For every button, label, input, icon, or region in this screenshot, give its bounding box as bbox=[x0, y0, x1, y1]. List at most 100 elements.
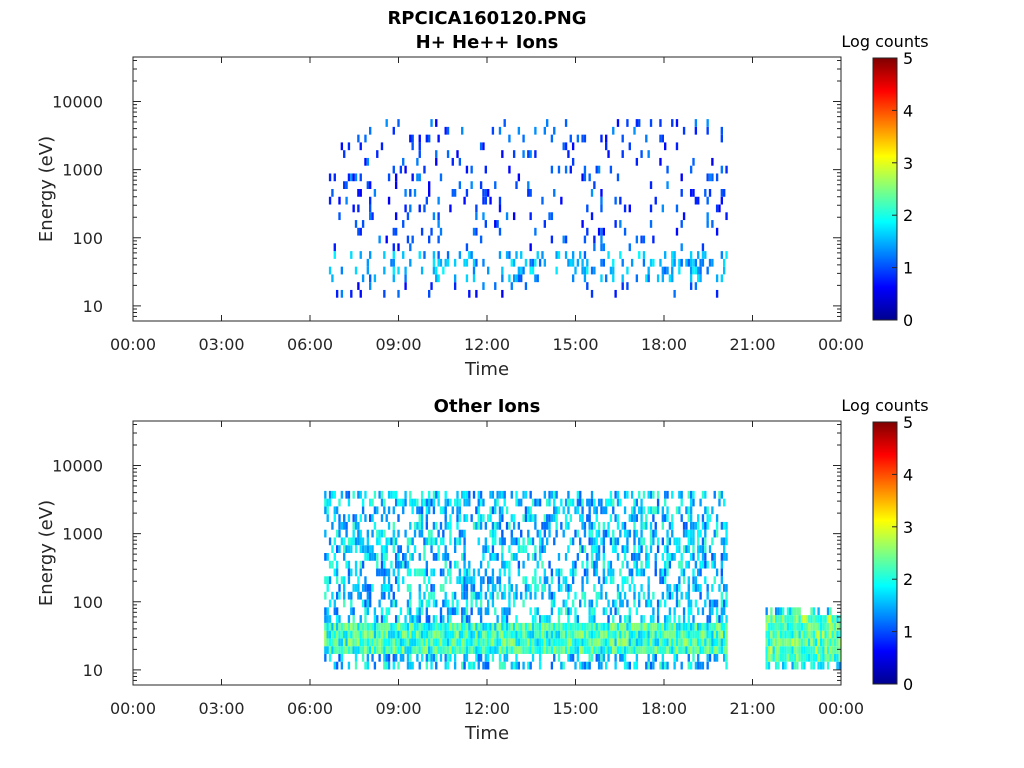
spectrogram-cell bbox=[815, 653, 818, 662]
spectrogram-cell bbox=[371, 653, 374, 662]
spectrogram-cell bbox=[501, 622, 504, 631]
spectrogram-cell bbox=[668, 638, 672, 647]
spectrogram-cell bbox=[687, 653, 690, 662]
spectrogram-cell bbox=[725, 529, 728, 538]
spectrogram-cell bbox=[583, 134, 587, 143]
spectrogram-cell bbox=[409, 243, 412, 252]
spectrogram-cell bbox=[619, 568, 622, 577]
spectrogram-cell bbox=[697, 630, 700, 639]
spectrogram-cell bbox=[404, 646, 407, 654]
spectrogram-cell bbox=[803, 661, 806, 670]
spectrogram-cell bbox=[647, 584, 650, 592]
spectrogram-cell bbox=[671, 258, 674, 267]
spectrogram-cell bbox=[359, 537, 362, 546]
spectrogram-cell bbox=[461, 126, 464, 135]
spectrogram-cell bbox=[446, 638, 450, 647]
spectrogram-cell bbox=[371, 584, 374, 592]
spectrogram-cell bbox=[647, 506, 650, 515]
spectrogram-cell bbox=[503, 568, 506, 577]
spectrogram-cell bbox=[555, 529, 558, 538]
spectrogram-cell bbox=[508, 591, 511, 600]
spectrogram-cell bbox=[704, 545, 707, 553]
spectrogram-cell bbox=[635, 568, 639, 577]
spectrogram-cell bbox=[720, 165, 723, 174]
spectrogram-cell bbox=[647, 622, 650, 631]
spectrogram-cell bbox=[621, 282, 624, 290]
spectrogram-cell bbox=[541, 646, 544, 654]
spectrogram-cell bbox=[583, 173, 587, 182]
spectrogram-cell bbox=[335, 615, 339, 623]
spectrogram-cell bbox=[420, 514, 424, 522]
spectrogram-cell bbox=[402, 646, 405, 654]
spectrogram-cell bbox=[633, 591, 636, 600]
spectrogram-cell bbox=[543, 545, 546, 553]
spectrogram-cell bbox=[673, 615, 676, 623]
spectrogram-cell bbox=[576, 490, 580, 499]
spectrogram-cell bbox=[810, 622, 813, 631]
spectrogram-cell bbox=[697, 661, 700, 670]
x-tick-label: 00:00 bbox=[110, 699, 156, 718]
spectrogram-cell bbox=[666, 615, 669, 623]
spectrogram-cell bbox=[333, 599, 336, 608]
spectrogram-cell bbox=[366, 653, 369, 662]
spectrogram-cell bbox=[789, 630, 792, 639]
spectrogram-cell bbox=[543, 615, 546, 623]
spectrogram-cell bbox=[697, 545, 700, 553]
spectrogram-cell bbox=[402, 498, 405, 507]
spectrogram-cell bbox=[548, 490, 551, 499]
spectrogram-cell bbox=[383, 630, 386, 639]
spectrogram-cell bbox=[453, 607, 457, 616]
spectrogram-cell bbox=[682, 607, 686, 616]
spectrogram-cell bbox=[706, 196, 709, 205]
spectrogram-cell bbox=[512, 274, 516, 283]
spectrogram-cell bbox=[406, 235, 410, 244]
spectrogram-cell bbox=[456, 622, 459, 631]
spectrogram-cell bbox=[484, 653, 487, 662]
spectrogram-cell bbox=[817, 607, 820, 616]
spectrogram-cell bbox=[713, 553, 716, 561]
spectrogram-cell bbox=[357, 638, 360, 647]
spectrogram-cell bbox=[720, 630, 723, 639]
spectrogram-cell bbox=[425, 498, 428, 507]
spectrogram-cell bbox=[689, 274, 693, 283]
spectrogram-cell bbox=[616, 498, 620, 507]
spectrogram-cell bbox=[642, 615, 646, 623]
spectrogram-cell bbox=[586, 622, 589, 631]
spectrogram-cell bbox=[404, 189, 407, 197]
spectrogram-cell bbox=[838, 630, 841, 639]
spectrogram-cell bbox=[385, 622, 388, 631]
spectrogram-cell bbox=[777, 646, 780, 654]
spectrogram-cell bbox=[715, 514, 719, 522]
spectrogram-cell bbox=[505, 251, 509, 259]
spectrogram-cell bbox=[822, 653, 825, 662]
spectrogram-cell bbox=[659, 157, 662, 166]
spectrogram-cell bbox=[713, 622, 716, 631]
spectrogram-cell bbox=[416, 638, 419, 647]
spectrogram-cell bbox=[548, 646, 551, 654]
spectrogram-cell bbox=[508, 630, 511, 639]
spectrogram-cell bbox=[576, 622, 580, 631]
spectrogram-cell bbox=[586, 204, 589, 213]
spectrogram-cell bbox=[770, 646, 773, 654]
colorbar-gradient bbox=[872, 57, 898, 321]
spectrogram-cell bbox=[491, 599, 495, 608]
spectrogram-cell bbox=[772, 653, 775, 662]
spectrogram-cell bbox=[673, 258, 676, 267]
spectrogram-cell bbox=[324, 576, 327, 585]
spectrogram-cell bbox=[503, 622, 506, 631]
spectrogram-cell bbox=[786, 630, 790, 639]
spectrogram-cell bbox=[548, 521, 551, 530]
spectrogram-cell bbox=[595, 653, 598, 662]
spectrogram-cell bbox=[682, 212, 686, 221]
spectrogram-cell bbox=[779, 638, 782, 647]
spectrogram-cell bbox=[338, 545, 341, 553]
spectrogram-cell bbox=[708, 545, 712, 553]
spectrogram-cell bbox=[687, 646, 690, 654]
spectrogram-cell bbox=[590, 289, 594, 298]
spectrogram-cell bbox=[512, 537, 516, 546]
spectrogram-cell bbox=[588, 173, 591, 182]
spectrogram-cell bbox=[453, 274, 457, 283]
spectrogram-cell bbox=[569, 498, 572, 507]
spectrogram-cell bbox=[468, 576, 471, 585]
spectrogram-cell bbox=[515, 630, 518, 639]
